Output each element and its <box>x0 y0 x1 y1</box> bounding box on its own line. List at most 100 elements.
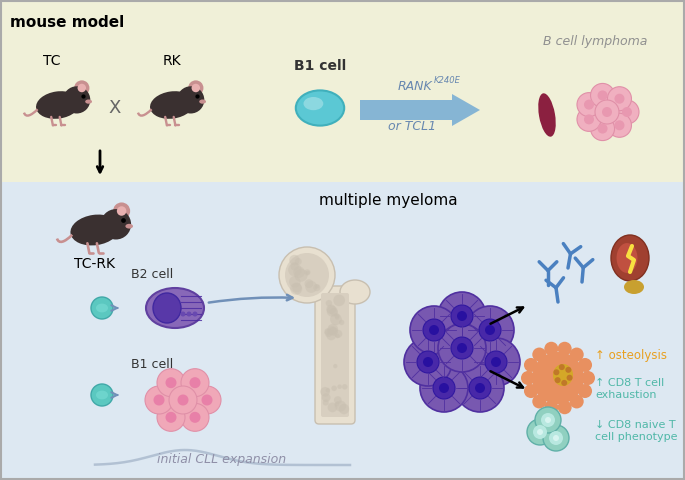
Circle shape <box>456 364 504 412</box>
Circle shape <box>614 94 625 104</box>
Ellipse shape <box>303 97 323 110</box>
Text: K240E: K240E <box>434 76 461 85</box>
Circle shape <box>181 369 209 396</box>
Circle shape <box>289 276 301 288</box>
Circle shape <box>323 399 329 406</box>
Circle shape <box>334 313 340 319</box>
Circle shape <box>535 407 561 433</box>
Ellipse shape <box>125 224 133 228</box>
Circle shape <box>324 328 332 335</box>
Circle shape <box>177 86 204 113</box>
Circle shape <box>117 206 126 216</box>
Circle shape <box>485 325 495 335</box>
Circle shape <box>578 384 592 398</box>
Ellipse shape <box>199 99 206 104</box>
Text: RK: RK <box>162 54 182 68</box>
Circle shape <box>577 93 601 117</box>
Circle shape <box>578 358 592 372</box>
Circle shape <box>521 371 535 385</box>
Circle shape <box>192 84 200 92</box>
Circle shape <box>190 377 201 388</box>
Circle shape <box>334 330 342 338</box>
Circle shape <box>590 117 614 141</box>
Circle shape <box>485 351 507 373</box>
Circle shape <box>451 305 473 327</box>
Circle shape <box>328 326 336 335</box>
Circle shape <box>559 364 565 370</box>
Circle shape <box>335 315 339 320</box>
Ellipse shape <box>71 215 120 245</box>
Circle shape <box>91 384 113 406</box>
Circle shape <box>77 84 86 92</box>
Circle shape <box>558 342 572 356</box>
Circle shape <box>295 269 308 282</box>
Circle shape <box>145 386 173 414</box>
Circle shape <box>327 306 338 317</box>
Circle shape <box>91 297 113 319</box>
Circle shape <box>565 367 571 373</box>
Circle shape <box>584 114 594 124</box>
Text: ↑ osteolysis: ↑ osteolysis <box>595 348 667 361</box>
Circle shape <box>325 300 332 307</box>
Circle shape <box>195 95 199 98</box>
Text: B cell lymphoma: B cell lymphoma <box>543 35 647 48</box>
Circle shape <box>532 395 547 408</box>
Circle shape <box>313 284 321 291</box>
Circle shape <box>479 319 501 341</box>
Circle shape <box>334 402 339 407</box>
FancyBboxPatch shape <box>321 293 349 417</box>
Text: B1 cell: B1 cell <box>294 59 346 73</box>
Text: B2 cell: B2 cell <box>131 268 173 281</box>
Ellipse shape <box>153 293 181 323</box>
Ellipse shape <box>146 288 204 328</box>
Circle shape <box>177 395 188 406</box>
Circle shape <box>292 283 301 292</box>
Text: mouse model: mouse model <box>10 15 124 30</box>
Circle shape <box>335 334 340 338</box>
Circle shape <box>597 90 608 100</box>
Circle shape <box>537 429 543 435</box>
Circle shape <box>475 383 485 393</box>
Circle shape <box>63 86 90 113</box>
Circle shape <box>193 386 221 414</box>
Circle shape <box>457 343 467 353</box>
Text: B1 cell: B1 cell <box>131 358 173 371</box>
Circle shape <box>581 371 595 385</box>
Circle shape <box>169 386 197 414</box>
Circle shape <box>289 255 299 265</box>
Circle shape <box>457 311 467 321</box>
FancyArrow shape <box>360 94 480 126</box>
Circle shape <box>527 419 553 445</box>
Circle shape <box>339 320 345 325</box>
Ellipse shape <box>553 364 573 386</box>
Circle shape <box>334 396 342 404</box>
Circle shape <box>325 388 330 393</box>
Circle shape <box>438 292 486 340</box>
Circle shape <box>429 325 439 335</box>
Circle shape <box>166 377 177 388</box>
Circle shape <box>545 400 558 414</box>
Circle shape <box>335 400 346 412</box>
Text: ↑ CD8 T cell
exhaustion: ↑ CD8 T cell exhaustion <box>595 378 664 400</box>
Circle shape <box>337 384 342 389</box>
Text: TC-RK: TC-RK <box>75 257 116 271</box>
Ellipse shape <box>85 99 92 104</box>
Circle shape <box>614 120 625 130</box>
Circle shape <box>491 357 501 367</box>
Circle shape <box>82 95 86 98</box>
Circle shape <box>553 369 560 375</box>
Circle shape <box>334 295 345 306</box>
Circle shape <box>333 364 338 368</box>
Circle shape <box>566 375 573 381</box>
Circle shape <box>577 108 601 132</box>
Circle shape <box>549 431 563 445</box>
Circle shape <box>472 338 520 386</box>
Circle shape <box>101 209 131 240</box>
Circle shape <box>330 313 342 325</box>
Circle shape <box>295 258 302 265</box>
Circle shape <box>417 351 439 373</box>
Circle shape <box>181 403 209 432</box>
Text: RANK: RANK <box>398 80 433 93</box>
Circle shape <box>420 364 468 412</box>
Ellipse shape <box>611 235 649 281</box>
